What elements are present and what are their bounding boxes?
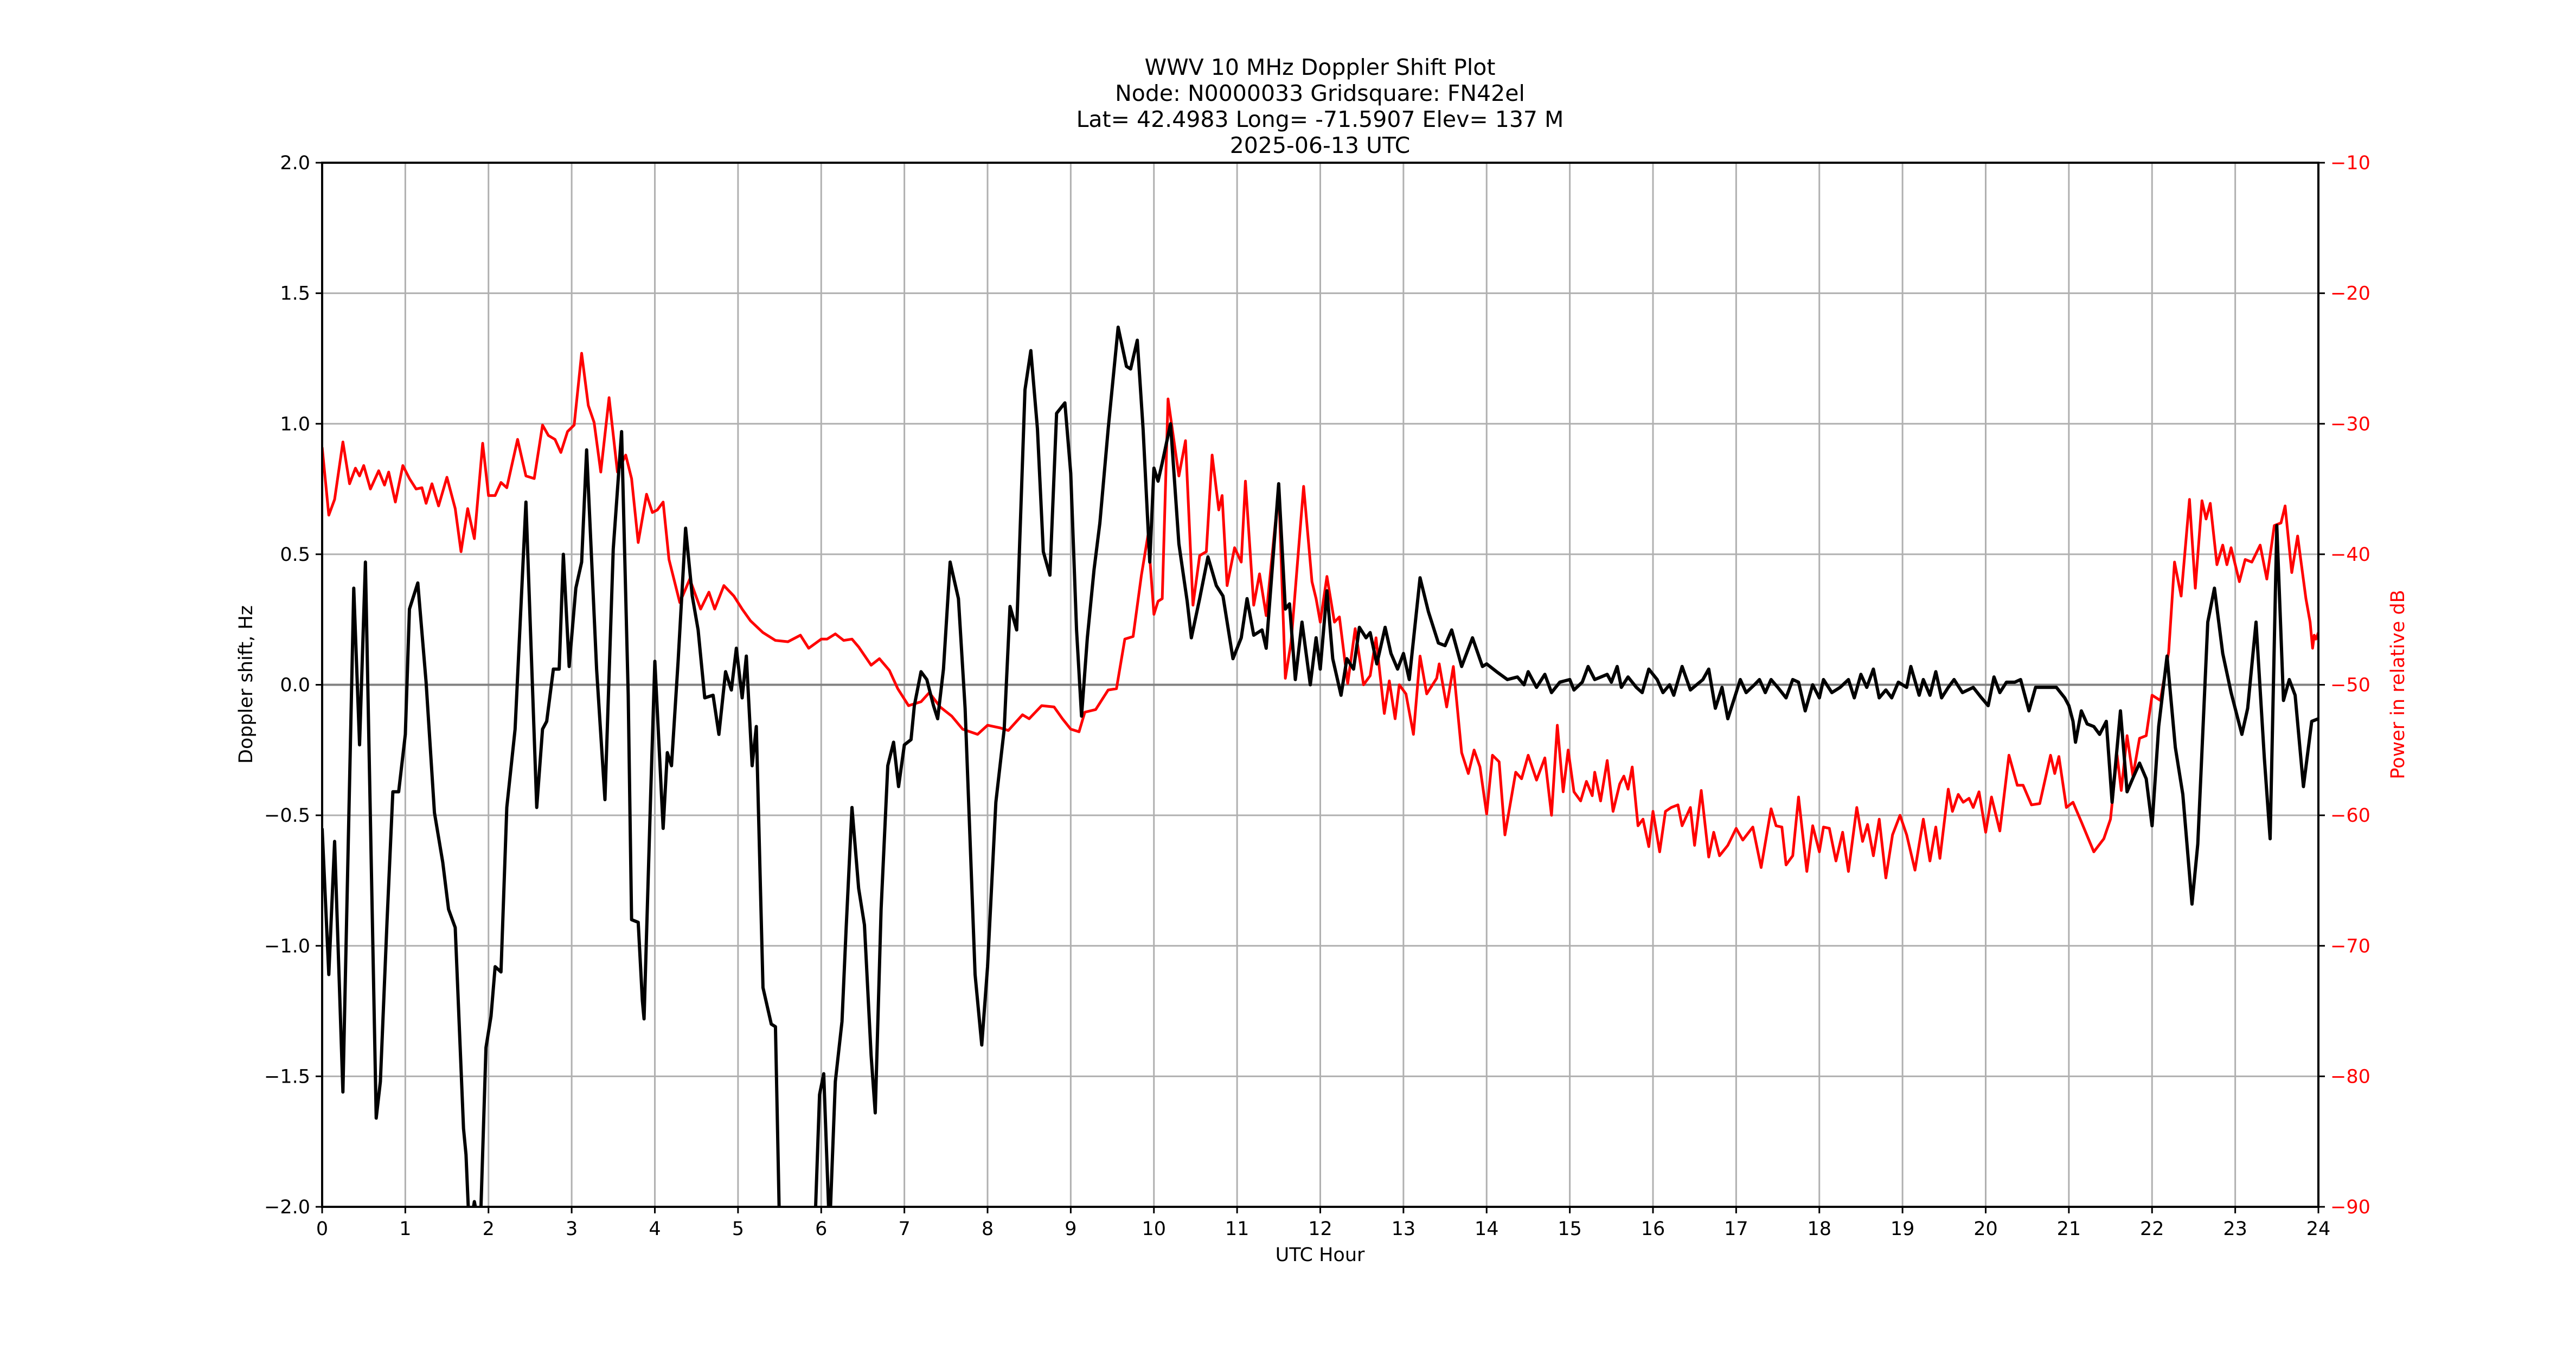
x-axis-ticks: 0 1 2 3 4 5 6 7 8 9 10 11 12 13 14 15 16 17 18 19 20 21 22 23 24 (316, 1207, 2330, 1240)
right-y-tick-label: −90 (2330, 1197, 2370, 1218)
x-tick-label: 20 (1973, 1218, 1998, 1240)
right-y-tick-label: −30 (2330, 413, 2370, 435)
left-y-axis-label: Doppler shift, Hz (235, 605, 257, 764)
y-tick-label: −2.0 (264, 1197, 310, 1218)
x-axis-label: UTC Hour (1276, 1244, 1365, 1266)
y-tick-label: 0.5 (280, 544, 310, 566)
x-tick-label: 19 (1891, 1218, 1915, 1240)
right-y-tick-label: −80 (2330, 1066, 2370, 1088)
x-tick-label: 8 (982, 1218, 994, 1240)
title-line-4: 2025-06-13 UTC (1230, 132, 1411, 158)
right-y-tick-label: −60 (2330, 805, 2370, 827)
x-tick-label: 14 (1475, 1218, 1499, 1240)
x-tick-label: 3 (566, 1218, 578, 1240)
x-tick-label: 2 (483, 1218, 495, 1240)
x-tick-label: 11 (1225, 1218, 1249, 1240)
right-y-tick-label: −20 (2330, 283, 2370, 305)
x-tick-label: 18 (1807, 1218, 1831, 1240)
right-y-tick-label: −10 (2330, 152, 2370, 174)
x-tick-label: 24 (2306, 1218, 2331, 1240)
x-tick-label: 9 (1065, 1218, 1076, 1240)
x-tick-label: 15 (1558, 1218, 1582, 1240)
x-tick-label: 4 (649, 1218, 661, 1240)
y-tick-label: −1.0 (264, 936, 310, 957)
x-tick-label: 23 (2223, 1218, 2247, 1240)
x-tick-label: 13 (1392, 1218, 1416, 1240)
right-y-axis-label: Power in relative dB (2387, 590, 2409, 779)
y-tick-label: 1.5 (280, 283, 310, 305)
y-tick-label: −1.5 (264, 1066, 310, 1088)
right-y-tick-label: −50 (2330, 675, 2370, 696)
x-tick-label: 17 (1724, 1218, 1748, 1240)
title-line-3: Lat= 42.4983 Long= -71.5907 Elev= 137 M (1076, 106, 1564, 132)
doppler-series-line (322, 325, 2318, 1207)
x-tick-label: 12 (1308, 1218, 1332, 1240)
x-tick-label: 22 (2140, 1218, 2164, 1240)
y-tick-label: 0.0 (280, 675, 310, 696)
right-y-tick-label: −40 (2330, 544, 2370, 566)
y-tick-label: 1.0 (280, 413, 310, 435)
right-y-axis-ticks: −10 −20 −30 −40 −50 −60 −70 −80 −90 (2318, 152, 2370, 1218)
x-tick-label: 5 (732, 1218, 744, 1240)
y-tick-label: 2.0 (280, 152, 310, 174)
power-series-line (322, 351, 2318, 880)
x-tick-label: 16 (1641, 1218, 1665, 1240)
right-y-tick-label: −70 (2330, 936, 2370, 957)
x-tick-label: 21 (2057, 1218, 2081, 1240)
plot-area (322, 325, 2318, 1207)
chart-title: WWV 10 MHz Doppler Shift Plot Node: N000… (1076, 54, 1564, 158)
x-tick-label: 6 (815, 1218, 827, 1240)
x-tick-label: 0 (316, 1218, 328, 1240)
x-tick-label: 7 (898, 1218, 910, 1240)
x-tick-label: 10 (1142, 1218, 1166, 1240)
title-line-2: Node: N0000033 Gridsquare: FN42el (1115, 80, 1525, 106)
y-tick-label: −0.5 (264, 805, 310, 827)
left-y-axis-ticks: 2.0 1.5 1.0 0.5 0.0 −0.5 −1.0 −1.5 −2.0 (264, 152, 322, 1218)
x-tick-label: 1 (399, 1218, 411, 1240)
title-line-1: WWV 10 MHz Doppler Shift Plot (1145, 54, 1496, 80)
